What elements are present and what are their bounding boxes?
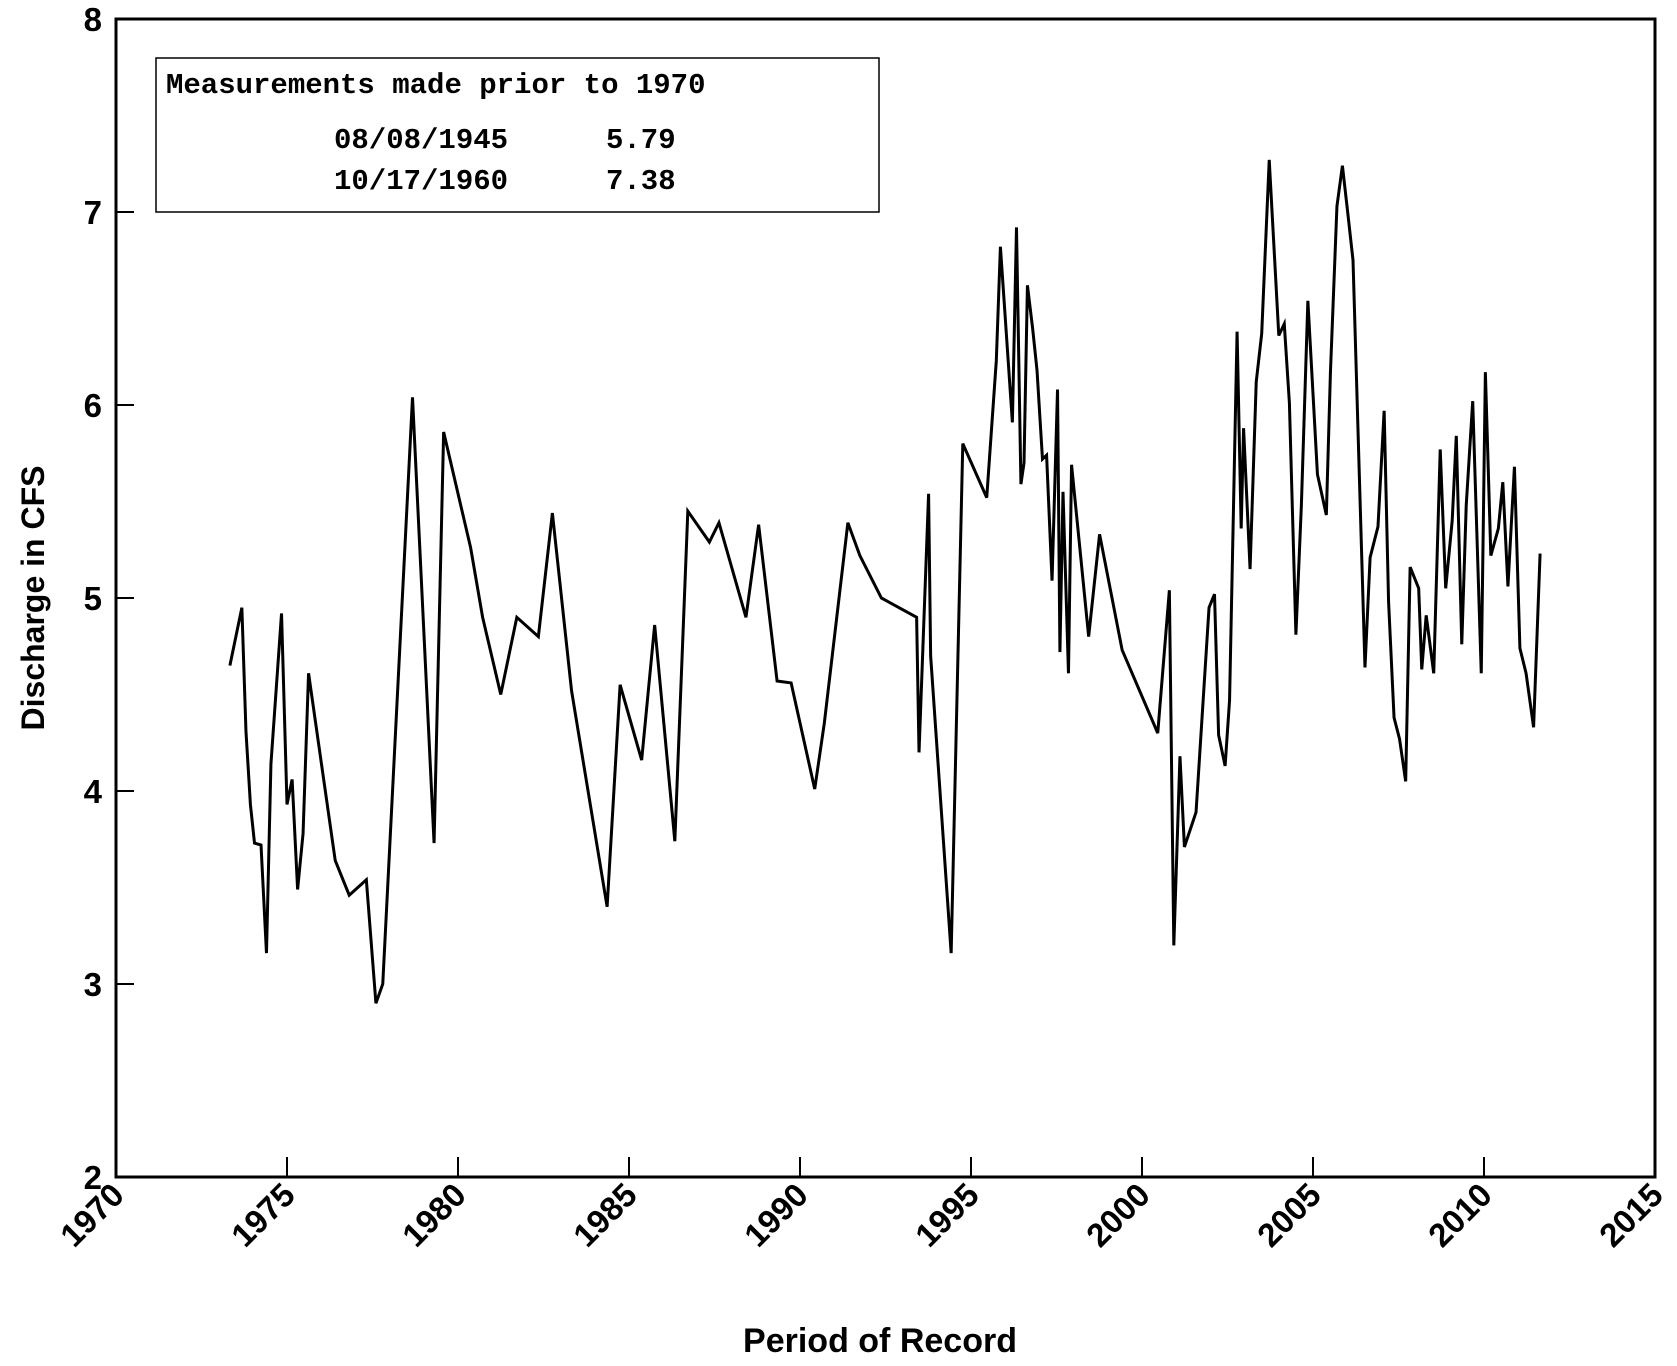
x-tick-label: 2005 <box>1250 1176 1328 1254</box>
legend-value: 7.38 <box>606 165 676 198</box>
x-axis-label: Period of Record <box>743 1322 1017 1360</box>
data-line <box>228 159 1542 1004</box>
y-axis-label: Discharge in CFS <box>15 466 51 731</box>
legend-date: 10/17/1960 <box>334 165 508 198</box>
legend-date: 08/08/1945 <box>334 124 508 157</box>
x-tick-label: 1970 <box>53 1176 131 1254</box>
y-tick-label: 4 <box>84 773 103 810</box>
y-tick-label: 7 <box>84 194 102 231</box>
x-tick-label: 1975 <box>224 1176 302 1254</box>
y-tick-label: 2 <box>84 1159 102 1196</box>
x-tick-label: 2015 <box>1592 1176 1670 1254</box>
plot-frame <box>114 17 1657 1179</box>
legend-value: 5.79 <box>606 124 676 157</box>
y-tick-label: 5 <box>84 580 102 617</box>
x-tick-label: 1985 <box>566 1176 644 1254</box>
x-tick-label: 2010 <box>1421 1176 1499 1254</box>
y-tick-label: 3 <box>84 966 102 1003</box>
x-tick-label: 1990 <box>737 1176 815 1254</box>
x-tick-label: 2000 <box>1079 1176 1157 1254</box>
x-tick-label: 1980 <box>395 1176 473 1254</box>
y-tick-label: 6 <box>84 387 102 424</box>
legend-box <box>155 57 880 213</box>
y-tick-label: 8 <box>84 1 102 38</box>
x-tick-label: 1995 <box>908 1176 986 1254</box>
legend-title: Measurements made prior to 1970 <box>166 69 706 102</box>
